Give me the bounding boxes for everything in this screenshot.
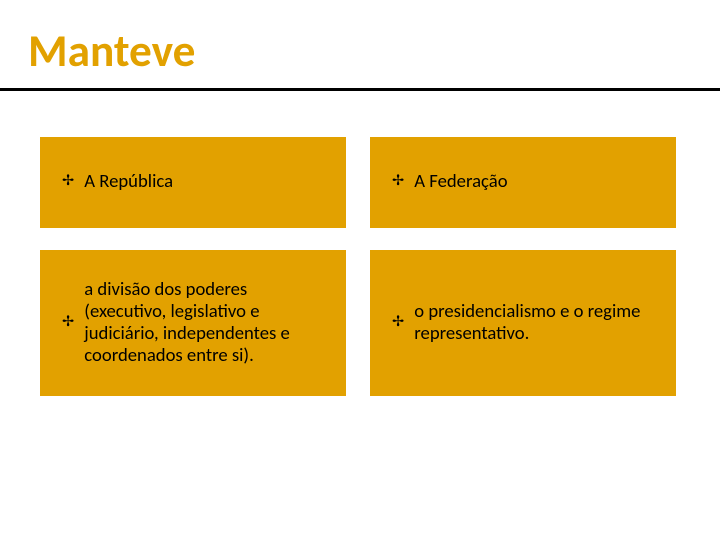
slide: Manteve ✢ A República ✢ A Federação ✢ a …: [0, 0, 720, 540]
bullet-icon: ✢: [62, 315, 74, 330]
bullet-icon: ✢: [392, 315, 404, 330]
card-text: A Federação: [414, 171, 507, 193]
card-text: A República: [84, 171, 173, 193]
bullet-icon: ✢: [392, 174, 404, 189]
card-bottom-right: ✢ o presidencialismo e o regime represen…: [368, 248, 678, 398]
content-grid: ✢ A República ✢ A Federação ✢ a divisão …: [38, 135, 678, 398]
slide-title: Manteve: [28, 24, 196, 79]
card-text: a divisão dos poderes (executivo, legisl…: [84, 279, 328, 367]
card-top-right: ✢ A Federação: [368, 135, 678, 230]
title-underline: [0, 88, 720, 91]
card-bottom-left: ✢ a divisão dos poderes (executivo, legi…: [38, 248, 348, 398]
card-top-left: ✢ A República: [38, 135, 348, 230]
card-text: o presidencialismo e o regime representa…: [414, 301, 658, 345]
bullet-icon: ✢: [62, 174, 74, 189]
